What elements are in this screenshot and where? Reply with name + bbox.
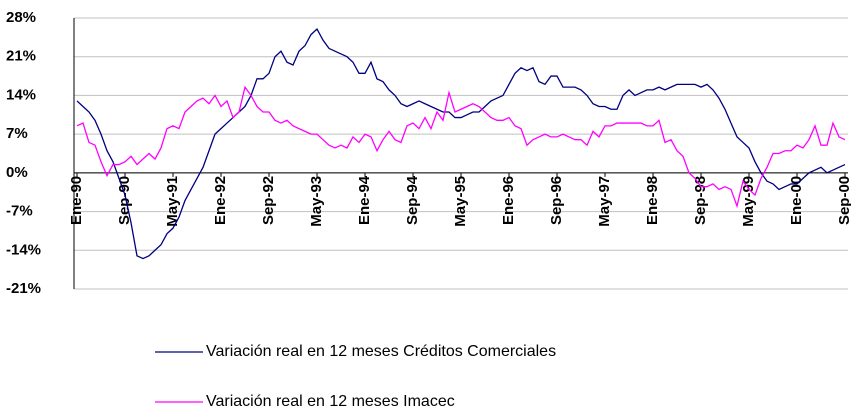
x-tick-label: Ene-90 <box>68 176 85 225</box>
y-tick-label: -14% <box>6 241 41 258</box>
y-tick-label: 14% <box>6 86 36 103</box>
x-tick-label: Sep-96 <box>548 176 565 225</box>
y-tick-label: 21% <box>6 48 36 65</box>
y-tick-label: 28% <box>6 9 36 26</box>
x-tick-label: Sep-98 <box>692 176 709 225</box>
x-tick-label: May-91 <box>164 176 181 227</box>
y-tick-label: 0% <box>6 164 28 181</box>
x-tick-label: Ene-94 <box>356 175 373 225</box>
series-line <box>76 85 846 209</box>
legend-label: Variación real en 12 meses Créditos Come… <box>206 343 556 360</box>
x-tick-label: Sep-00 <box>836 176 851 225</box>
x-tick-label: Ene-96 <box>500 176 517 225</box>
x-tick-label: Ene-00 <box>788 176 805 225</box>
series-line <box>76 28 846 260</box>
y-tick-label: -21% <box>6 280 41 297</box>
x-tick-label: May-99 <box>740 176 757 227</box>
x-tick-label: Sep-92 <box>260 176 277 225</box>
x-tick-label: Sep-94 <box>404 175 421 225</box>
y-tick-label: 7% <box>6 125 28 142</box>
legend-label: Variación real en 12 meses Imacec <box>206 393 455 410</box>
x-tick-label: Ene-98 <box>644 176 661 225</box>
x-tick-label: Ene-92 <box>212 176 229 225</box>
x-tick-label: May-95 <box>452 176 469 227</box>
x-tick-label: May-97 <box>596 176 613 227</box>
y-tick-label: -7% <box>6 203 33 220</box>
x-tick-label: May-93 <box>308 176 325 227</box>
